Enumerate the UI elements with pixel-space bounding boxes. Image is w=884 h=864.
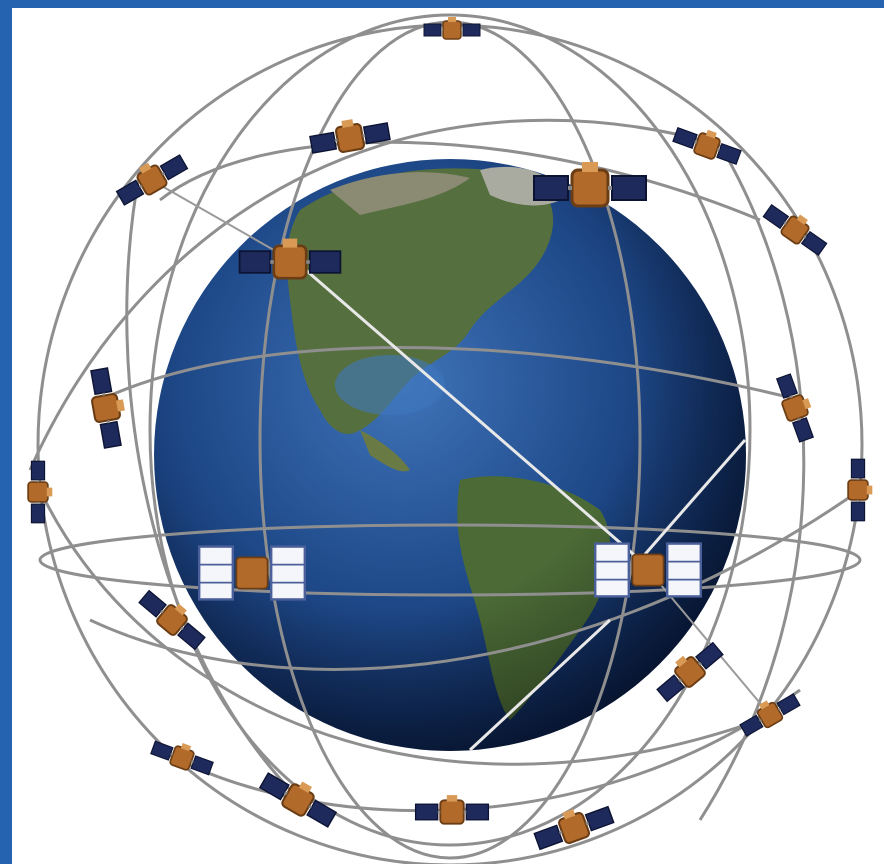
earth-globe: [154, 159, 746, 751]
satellite-icon: [27, 460, 54, 524]
satellite-icon: [532, 160, 648, 208]
signal-lines: [299, 263, 747, 752]
satellite-icon: [772, 369, 823, 445]
satellite-icon: [306, 111, 393, 159]
satellite-icon: [735, 686, 803, 741]
satellite-icon: [846, 458, 874, 522]
satellite-icon: [760, 196, 833, 260]
satellite-icon: [148, 732, 217, 779]
satellite-icon: [414, 793, 490, 826]
satellite-icon: [423, 16, 481, 40]
satellite-icon: [256, 763, 343, 832]
satellite-icon: [670, 118, 746, 169]
satellite-icon: [85, 364, 133, 451]
